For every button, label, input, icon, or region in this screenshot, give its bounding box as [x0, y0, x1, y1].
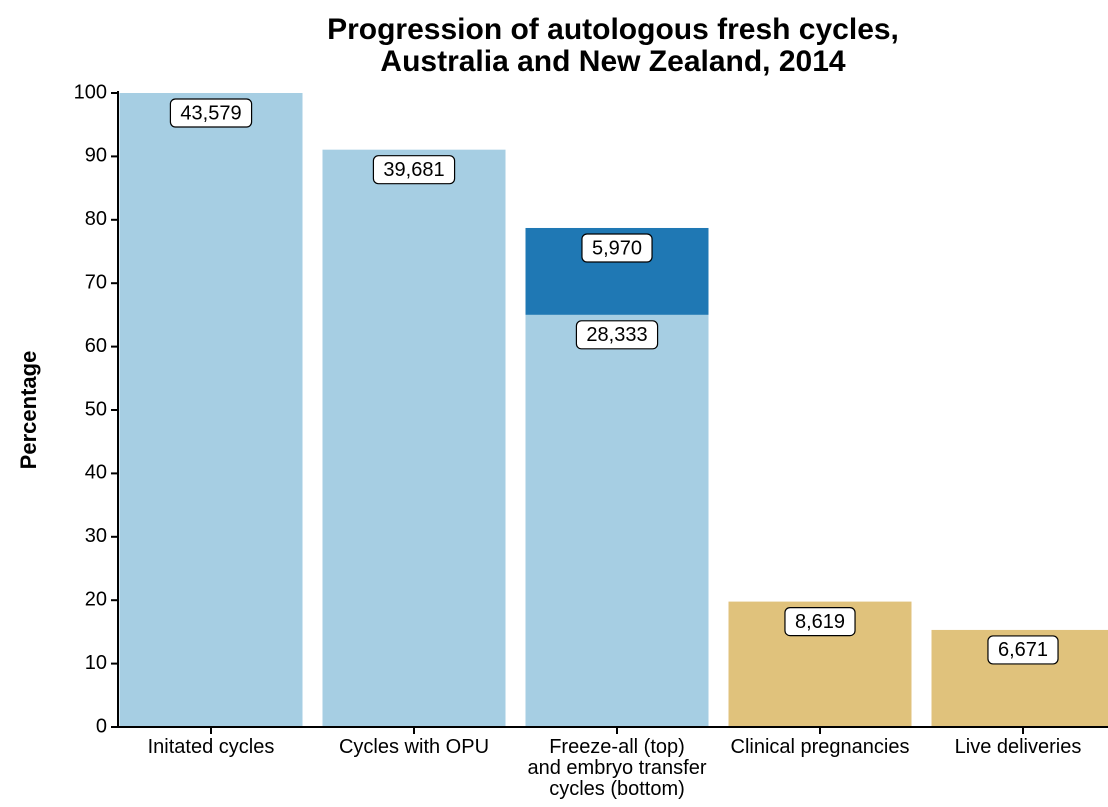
value-label: 6,671 — [987, 635, 1059, 665]
value-label-text: 8,619 — [795, 611, 845, 633]
value-label-box — [575, 320, 659, 350]
value-label-text: 28,333 — [586, 324, 647, 346]
value-label-box — [581, 233, 653, 263]
y-tick-label: 10 — [85, 652, 107, 674]
y-tick-label: 0 — [96, 715, 107, 737]
value-label: 43,579 — [169, 98, 253, 128]
y-tick-label: 30 — [85, 525, 107, 547]
value-label-box — [784, 606, 856, 637]
value-label-box — [987, 635, 1059, 665]
y-axis-label: Percentage — [16, 351, 41, 470]
bar — [525, 314, 709, 727]
y-tick-label: 50 — [85, 398, 107, 420]
y-tick-label: 100 — [74, 81, 107, 103]
y-tick-label: 60 — [85, 335, 107, 357]
y-tick-label: 40 — [85, 462, 107, 484]
x-tick-label: Live deliveries — [954, 736, 1082, 758]
bar — [119, 93, 303, 727]
value-label-text: 43,579 — [180, 102, 241, 124]
x-tick-label: Clinical pregnancies — [730, 736, 910, 758]
value-label: 39,681 — [372, 155, 456, 185]
y-tick-label: 90 — [85, 145, 107, 167]
value-label: 5,970 — [581, 233, 653, 263]
plot-area: 43,579 39,681 28,333 8,619 6,671 5,970 — [119, 93, 1108, 728]
chart-title: Progression of autologous fresh cycles, … — [327, 13, 899, 78]
value-label-text: 6,671 — [998, 639, 1048, 661]
y-tick-label: 80 — [85, 208, 107, 230]
value-label-text: 39,681 — [383, 159, 444, 181]
y-tick-label: 70 — [85, 271, 107, 293]
value-label-box — [372, 155, 456, 185]
y-tick-label: 20 — [85, 588, 107, 610]
x-tick-label: Freeze-all (top) and embryo transfer cyc… — [527, 736, 707, 800]
value-label: 28,333 — [575, 320, 659, 350]
value-label-text: 5,970 — [592, 237, 642, 259]
bar — [322, 149, 506, 728]
x-tick-label: Initated cycles — [147, 736, 275, 758]
value-label-box — [169, 98, 253, 128]
value-label: 8,619 — [784, 606, 856, 637]
x-tick-label: Cycles with OPU — [338, 736, 490, 758]
